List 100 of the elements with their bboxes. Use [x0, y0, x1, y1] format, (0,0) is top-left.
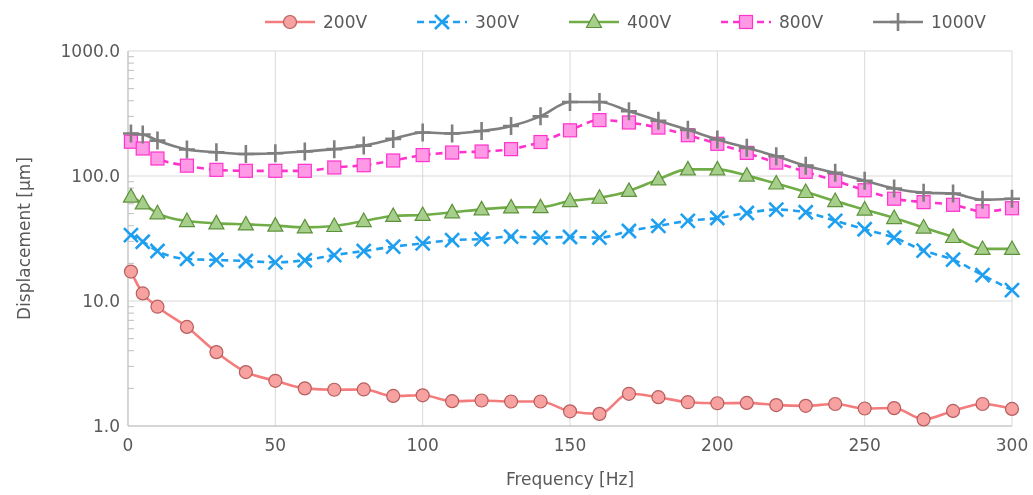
point	[798, 398, 813, 413]
point	[326, 217, 343, 233]
point	[828, 396, 843, 412]
point	[532, 198, 549, 214]
y-tick-label: 1000.0	[60, 40, 120, 61]
point	[356, 382, 371, 397]
point	[384, 238, 402, 255]
legend-label: 800V	[779, 11, 824, 32]
point	[444, 203, 461, 219]
point	[207, 141, 226, 163]
point	[445, 394, 460, 409]
point	[135, 286, 150, 301]
point	[532, 229, 549, 246]
point	[267, 254, 284, 271]
point	[443, 231, 461, 249]
point	[1004, 401, 1020, 417]
point	[945, 403, 961, 419]
point	[944, 228, 962, 244]
point	[914, 182, 933, 203]
point	[943, 183, 963, 204]
point	[150, 151, 165, 166]
point	[325, 246, 343, 264]
point	[796, 155, 816, 176]
point	[650, 170, 667, 186]
point	[295, 141, 315, 162]
point	[503, 142, 519, 157]
point	[383, 128, 403, 150]
point	[621, 115, 637, 130]
point	[562, 404, 578, 419]
y-tick-label: 100.0	[71, 165, 120, 186]
x-tick-label: 100	[406, 435, 439, 455]
point	[179, 319, 195, 335]
point	[268, 163, 283, 178]
point	[562, 123, 578, 138]
point	[386, 153, 401, 168]
point	[708, 129, 727, 150]
point	[974, 240, 991, 256]
point	[886, 209, 903, 225]
point	[297, 163, 312, 178]
point	[1004, 201, 1020, 216]
x-tick-label: 250	[848, 435, 881, 455]
point	[915, 218, 932, 234]
point	[679, 160, 696, 176]
point	[767, 201, 785, 218]
point	[650, 217, 667, 235]
point	[768, 174, 785, 190]
point	[649, 110, 668, 131]
point	[797, 183, 814, 199]
point	[709, 160, 726, 176]
point	[1003, 240, 1021, 256]
point	[385, 207, 402, 223]
y-tick-label: 1.0	[92, 415, 120, 436]
point	[856, 220, 873, 238]
point	[149, 204, 166, 220]
point	[355, 242, 373, 260]
point	[355, 212, 372, 228]
point	[135, 141, 150, 156]
point	[738, 167, 755, 182]
point	[209, 162, 224, 177]
point	[591, 189, 608, 204]
point	[134, 194, 151, 210]
point	[327, 160, 342, 175]
x-axis-title: Frequency [Hz]	[505, 469, 635, 489]
point	[354, 135, 374, 156]
point	[738, 204, 756, 222]
point	[268, 373, 283, 388]
legend-label: 300V	[475, 11, 520, 32]
point	[679, 212, 697, 230]
point	[208, 251, 225, 269]
point	[619, 100, 639, 122]
point	[1002, 188, 1022, 210]
point	[533, 134, 548, 150]
point	[122, 188, 140, 203]
point	[134, 233, 152, 251]
point	[178, 250, 196, 268]
y-axis-title: Displacement [µm]	[14, 157, 34, 320]
point	[266, 142, 285, 164]
point	[591, 229, 608, 246]
point	[121, 123, 141, 144]
point	[177, 139, 197, 160]
point	[208, 214, 225, 230]
point	[178, 212, 196, 228]
x-tick-label: 300	[995, 435, 1029, 455]
point	[1003, 281, 1021, 299]
point	[975, 204, 990, 219]
point	[620, 222, 638, 240]
point	[474, 144, 489, 159]
point	[916, 412, 931, 427]
point	[148, 130, 167, 151]
point	[415, 388, 430, 403]
y-tick-label: 10.0	[82, 290, 120, 311]
point	[473, 230, 490, 248]
point	[651, 390, 666, 405]
point	[944, 251, 962, 268]
point	[826, 212, 844, 230]
legend-label: 1000V	[931, 11, 987, 32]
point	[502, 228, 520, 245]
point	[678, 119, 698, 141]
point	[501, 115, 521, 137]
point	[887, 401, 902, 416]
